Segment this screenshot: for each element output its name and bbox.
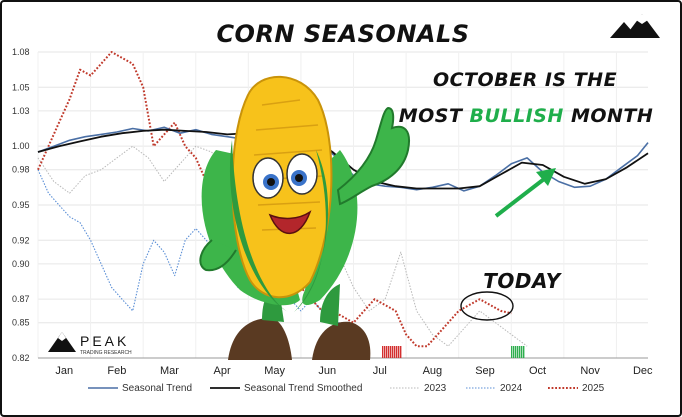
legend-label: 2025 bbox=[582, 383, 605, 394]
headline-line2-pre: MOST bbox=[399, 105, 470, 127]
peak-logo: PEAK TRADING RESEARCH bbox=[48, 332, 132, 356]
today-circle bbox=[460, 291, 514, 321]
peak-logo-name: PEAK bbox=[80, 333, 129, 349]
volume-bar bbox=[394, 346, 396, 358]
volume-bar bbox=[382, 346, 384, 358]
volume-bar bbox=[396, 346, 398, 358]
peak-logo-sub: TRADING RESEARCH bbox=[80, 350, 132, 356]
x-tick-label: Mar bbox=[160, 365, 179, 377]
y-tick-label: 0.92 bbox=[12, 235, 30, 245]
y-tick-label: 1.08 bbox=[12, 47, 30, 57]
volume-bar bbox=[392, 346, 394, 358]
legend-label: 2023 bbox=[424, 383, 447, 394]
headline-highlight: BULLISH bbox=[470, 105, 564, 127]
volume-bar bbox=[513, 346, 515, 358]
y-tick-label: 1.05 bbox=[12, 82, 30, 92]
x-tick-label: Dec bbox=[633, 365, 653, 377]
y-tick-label: 0.87 bbox=[12, 294, 30, 304]
volume-bar bbox=[517, 346, 519, 358]
y-tick-label: 0.85 bbox=[12, 318, 30, 328]
volume-bar bbox=[523, 346, 525, 358]
volume-bar bbox=[400, 346, 402, 358]
x-tick-label: Jun bbox=[318, 365, 336, 377]
volume-bar bbox=[521, 346, 523, 358]
mountain-logo-icon bbox=[610, 14, 660, 38]
y-axis-ticks: 1.08 1.05 1.03 1.00 0.98 0.95 0.92 0.90 0.87 0.85… bbox=[12, 47, 30, 363]
volume-bar bbox=[398, 346, 400, 358]
x-tick-label: Apr bbox=[213, 365, 230, 377]
legend-label: Seasonal Trend bbox=[122, 383, 192, 394]
volume-bar bbox=[515, 346, 517, 358]
volume-bar bbox=[519, 346, 521, 358]
x-tick-label: Jul bbox=[373, 365, 387, 377]
x-tick-label: Nov bbox=[580, 365, 600, 377]
x-tick-label: Feb bbox=[107, 365, 126, 377]
legend: Seasonal Trend Seasonal Trend Smoothed 202… bbox=[88, 383, 605, 394]
volume-bar bbox=[388, 346, 390, 358]
y-tick-label: 0.82 bbox=[12, 353, 30, 363]
headline-line2: MOST BULLISH MONTH bbox=[399, 105, 654, 127]
x-tick-label: May bbox=[264, 365, 285, 377]
volume-bars bbox=[382, 346, 525, 358]
x-tick-label: Aug bbox=[423, 365, 443, 377]
y-tick-label: 0.98 bbox=[12, 165, 30, 175]
headline-line1: OCTOBER IS THE bbox=[433, 69, 617, 91]
volume-bar bbox=[511, 346, 513, 358]
y-tick-label: 1.00 bbox=[12, 141, 30, 151]
x-tick-label: Sep bbox=[475, 365, 495, 377]
legend-label: Seasonal Trend Smoothed bbox=[244, 383, 362, 394]
bullish-arrow bbox=[494, 168, 556, 218]
series-line-2024 bbox=[37, 169, 354, 335]
y-tick-label: 0.95 bbox=[12, 200, 30, 210]
y-tick-label: 1.03 bbox=[12, 106, 30, 116]
y-tick-label: 0.90 bbox=[12, 259, 30, 269]
peak-mountain-icon bbox=[48, 332, 76, 352]
x-tick-label: Jan bbox=[55, 365, 73, 377]
corn-mascot-illustration bbox=[199, 75, 410, 360]
headline-line2-post: MONTH bbox=[564, 105, 653, 127]
x-tick-label: Oct bbox=[529, 365, 546, 377]
chart-title: CORN SEASONALS bbox=[216, 20, 469, 48]
today-label: TODAY bbox=[483, 269, 562, 293]
volume-bar bbox=[386, 346, 388, 358]
volume-bar bbox=[384, 346, 386, 358]
legend-label: 2024 bbox=[500, 383, 523, 394]
x-axis-ticks: Jan Feb Mar Apr May Jun Jul Aug Sep Oct Nov Dec bbox=[55, 365, 653, 377]
volume-bar bbox=[390, 346, 392, 358]
series-line-2023 bbox=[37, 122, 528, 347]
